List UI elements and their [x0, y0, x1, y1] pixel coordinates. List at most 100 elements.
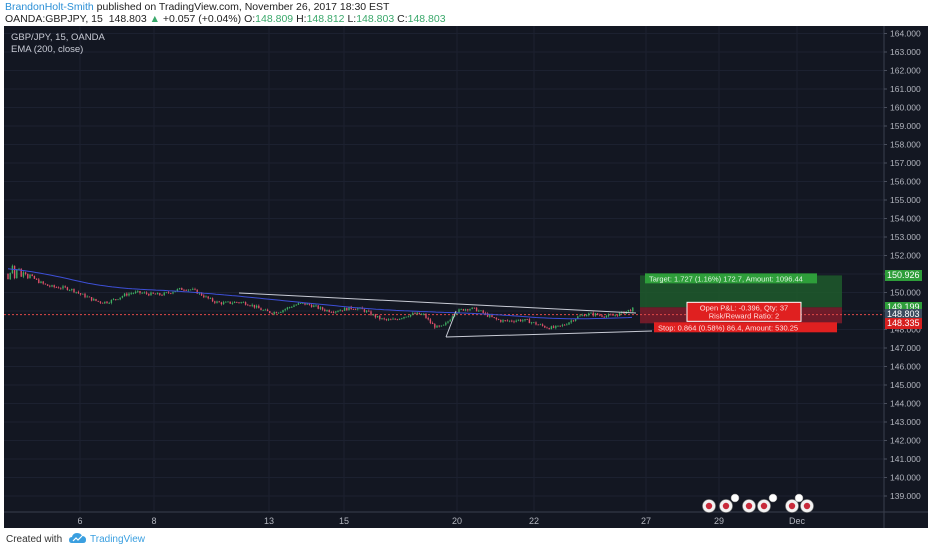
event-count-badge[interactable]: [794, 493, 804, 503]
publish-line: BrandonHolt-Smith published on TradingVi…: [5, 1, 389, 13]
candle-body: [249, 305, 251, 307]
resistance-trendline[interactable]: [238, 292, 637, 314]
stop-label[interactable]: Stop: 0.864 (0.58%) 86.4, Amount: 530.25: [654, 322, 837, 333]
candle-body: [414, 313, 416, 315]
candle-body: [150, 292, 152, 296]
candle-body: [511, 320, 513, 322]
candle-body: [365, 310, 368, 312]
candle-body: [315, 305, 317, 307]
candle-body: [73, 288, 75, 293]
candle-body: [258, 305, 260, 309]
candle-body: [594, 313, 597, 316]
candle-body: [544, 325, 546, 328]
tradingview-cloud-icon: [69, 533, 86, 543]
price-axis-tag: 148.335: [885, 317, 922, 329]
candle-body: [260, 308, 262, 311]
event-count-badge[interactable]: [768, 493, 778, 503]
candle-body: [434, 324, 436, 328]
candle-body: [497, 319, 500, 320]
candle-body: [310, 304, 313, 308]
candle-body: [172, 292, 174, 294]
candle-body: [176, 289, 179, 292]
time-axis[interactable]: 6 8 13 15 20 22 27 29 Dec: [77, 516, 805, 526]
up-arrow-icon: ▲: [149, 13, 160, 25]
candle-body: [612, 314, 614, 316]
candle-body: [97, 300, 99, 302]
tradingview-brand[interactable]: TradingView: [90, 534, 146, 545]
candle-body: [451, 316, 454, 320]
candle-body: [79, 293, 82, 295]
candle-body: [577, 316, 579, 319]
price-tick-label: 146.000: [890, 362, 921, 372]
candle-body: [559, 325, 561, 327]
candle-body: [467, 309, 469, 311]
candle-body: [596, 313, 599, 315]
candle-body: [29, 274, 31, 279]
candle-body: [299, 303, 302, 304]
candle-body: [506, 320, 509, 322]
author-link[interactable]: BrandonHolt-Smith: [5, 1, 94, 13]
price-tick-label: 153.000: [890, 232, 921, 242]
support-trendline[interactable]: [445, 330, 653, 338]
candle-body: [227, 301, 229, 303]
candle-body: [156, 293, 159, 295]
candle-body: [332, 312, 335, 313]
candle-body: [566, 324, 568, 326]
candle-body: [231, 303, 234, 304]
event-count-badge[interactable]: [730, 493, 740, 503]
time-tick-label: 29: [714, 516, 724, 526]
price-chart[interactable]: Target: 1.727 (1.16%) 172.7, Amount: 109…: [4, 26, 928, 528]
candle-body: [517, 319, 520, 321]
candle-body: [13, 265, 16, 279]
position-tool[interactable]: Target: 1.727 (1.16%) 172.7, Amount: 109…: [4, 273, 884, 333]
candle-body: [627, 309, 630, 312]
candle-body: [585, 315, 588, 317]
candle-body: [313, 305, 315, 308]
candle-body: [200, 292, 203, 296]
candle-body: [185, 290, 187, 291]
candle-body: [372, 314, 374, 316]
candle-body: [396, 319, 399, 321]
svg-text:Open P&L: -0.396, Qty: 37: Open P&L: -0.396, Qty: 37: [700, 303, 788, 312]
candle-body: [581, 314, 583, 316]
candle-body: [478, 310, 480, 312]
target-label[interactable]: Target: 1.727 (1.16%) 172.7, Amount: 109…: [645, 273, 817, 284]
chart-grid: [4, 26, 884, 512]
price-tick-label: 143.000: [890, 417, 921, 427]
candle-body: [440, 325, 443, 327]
event-markers[interactable]: [702, 493, 814, 513]
chart-panel[interactable]: Target: 1.727 (1.16%) 172.7, Amount: 109…: [4, 26, 928, 528]
candle-body: [27, 273, 29, 279]
candle-body: [392, 318, 394, 320]
candle-body: [71, 288, 73, 290]
candle-body: [187, 289, 190, 291]
price-axis[interactable]: 164.000 163.000 162.000 161.000 160.000 159.0…: [884, 29, 921, 502]
candle-body: [262, 309, 264, 311]
candle-body: [99, 301, 102, 303]
candle-body: [519, 319, 522, 322]
candle-body: [302, 302, 304, 304]
candle-body: [77, 291, 80, 294]
legend-indicator[interactable]: EMA (200, close): [11, 44, 84, 55]
price-axis-tag: 149.199: [885, 301, 922, 313]
low-label: L:: [347, 13, 357, 25]
candle-body: [475, 307, 478, 312]
candle-body: [515, 320, 517, 322]
price-tick-label: 158.000: [890, 140, 921, 150]
candle-body: [574, 318, 577, 321]
svg-text:Target: 1.727 (1.16%) 172.7, A: Target: 1.727 (1.16%) 172.7, Amount: 109…: [649, 274, 803, 283]
price-tick-label: 163.000: [890, 47, 921, 57]
high-label: H:: [296, 13, 307, 25]
candle-body: [458, 309, 460, 313]
candle-body: [233, 301, 236, 304]
candle-body: [68, 289, 71, 291]
open-label: O:: [244, 13, 256, 25]
candle-body: [88, 296, 91, 298]
candle-body: [370, 311, 372, 316]
price-tick-label: 145.000: [890, 380, 921, 390]
candle-body: [489, 315, 491, 317]
triangle-pattern[interactable]: [238, 292, 653, 338]
candle-body: [55, 287, 58, 288]
pattern-edge[interactable]: [445, 310, 457, 338]
